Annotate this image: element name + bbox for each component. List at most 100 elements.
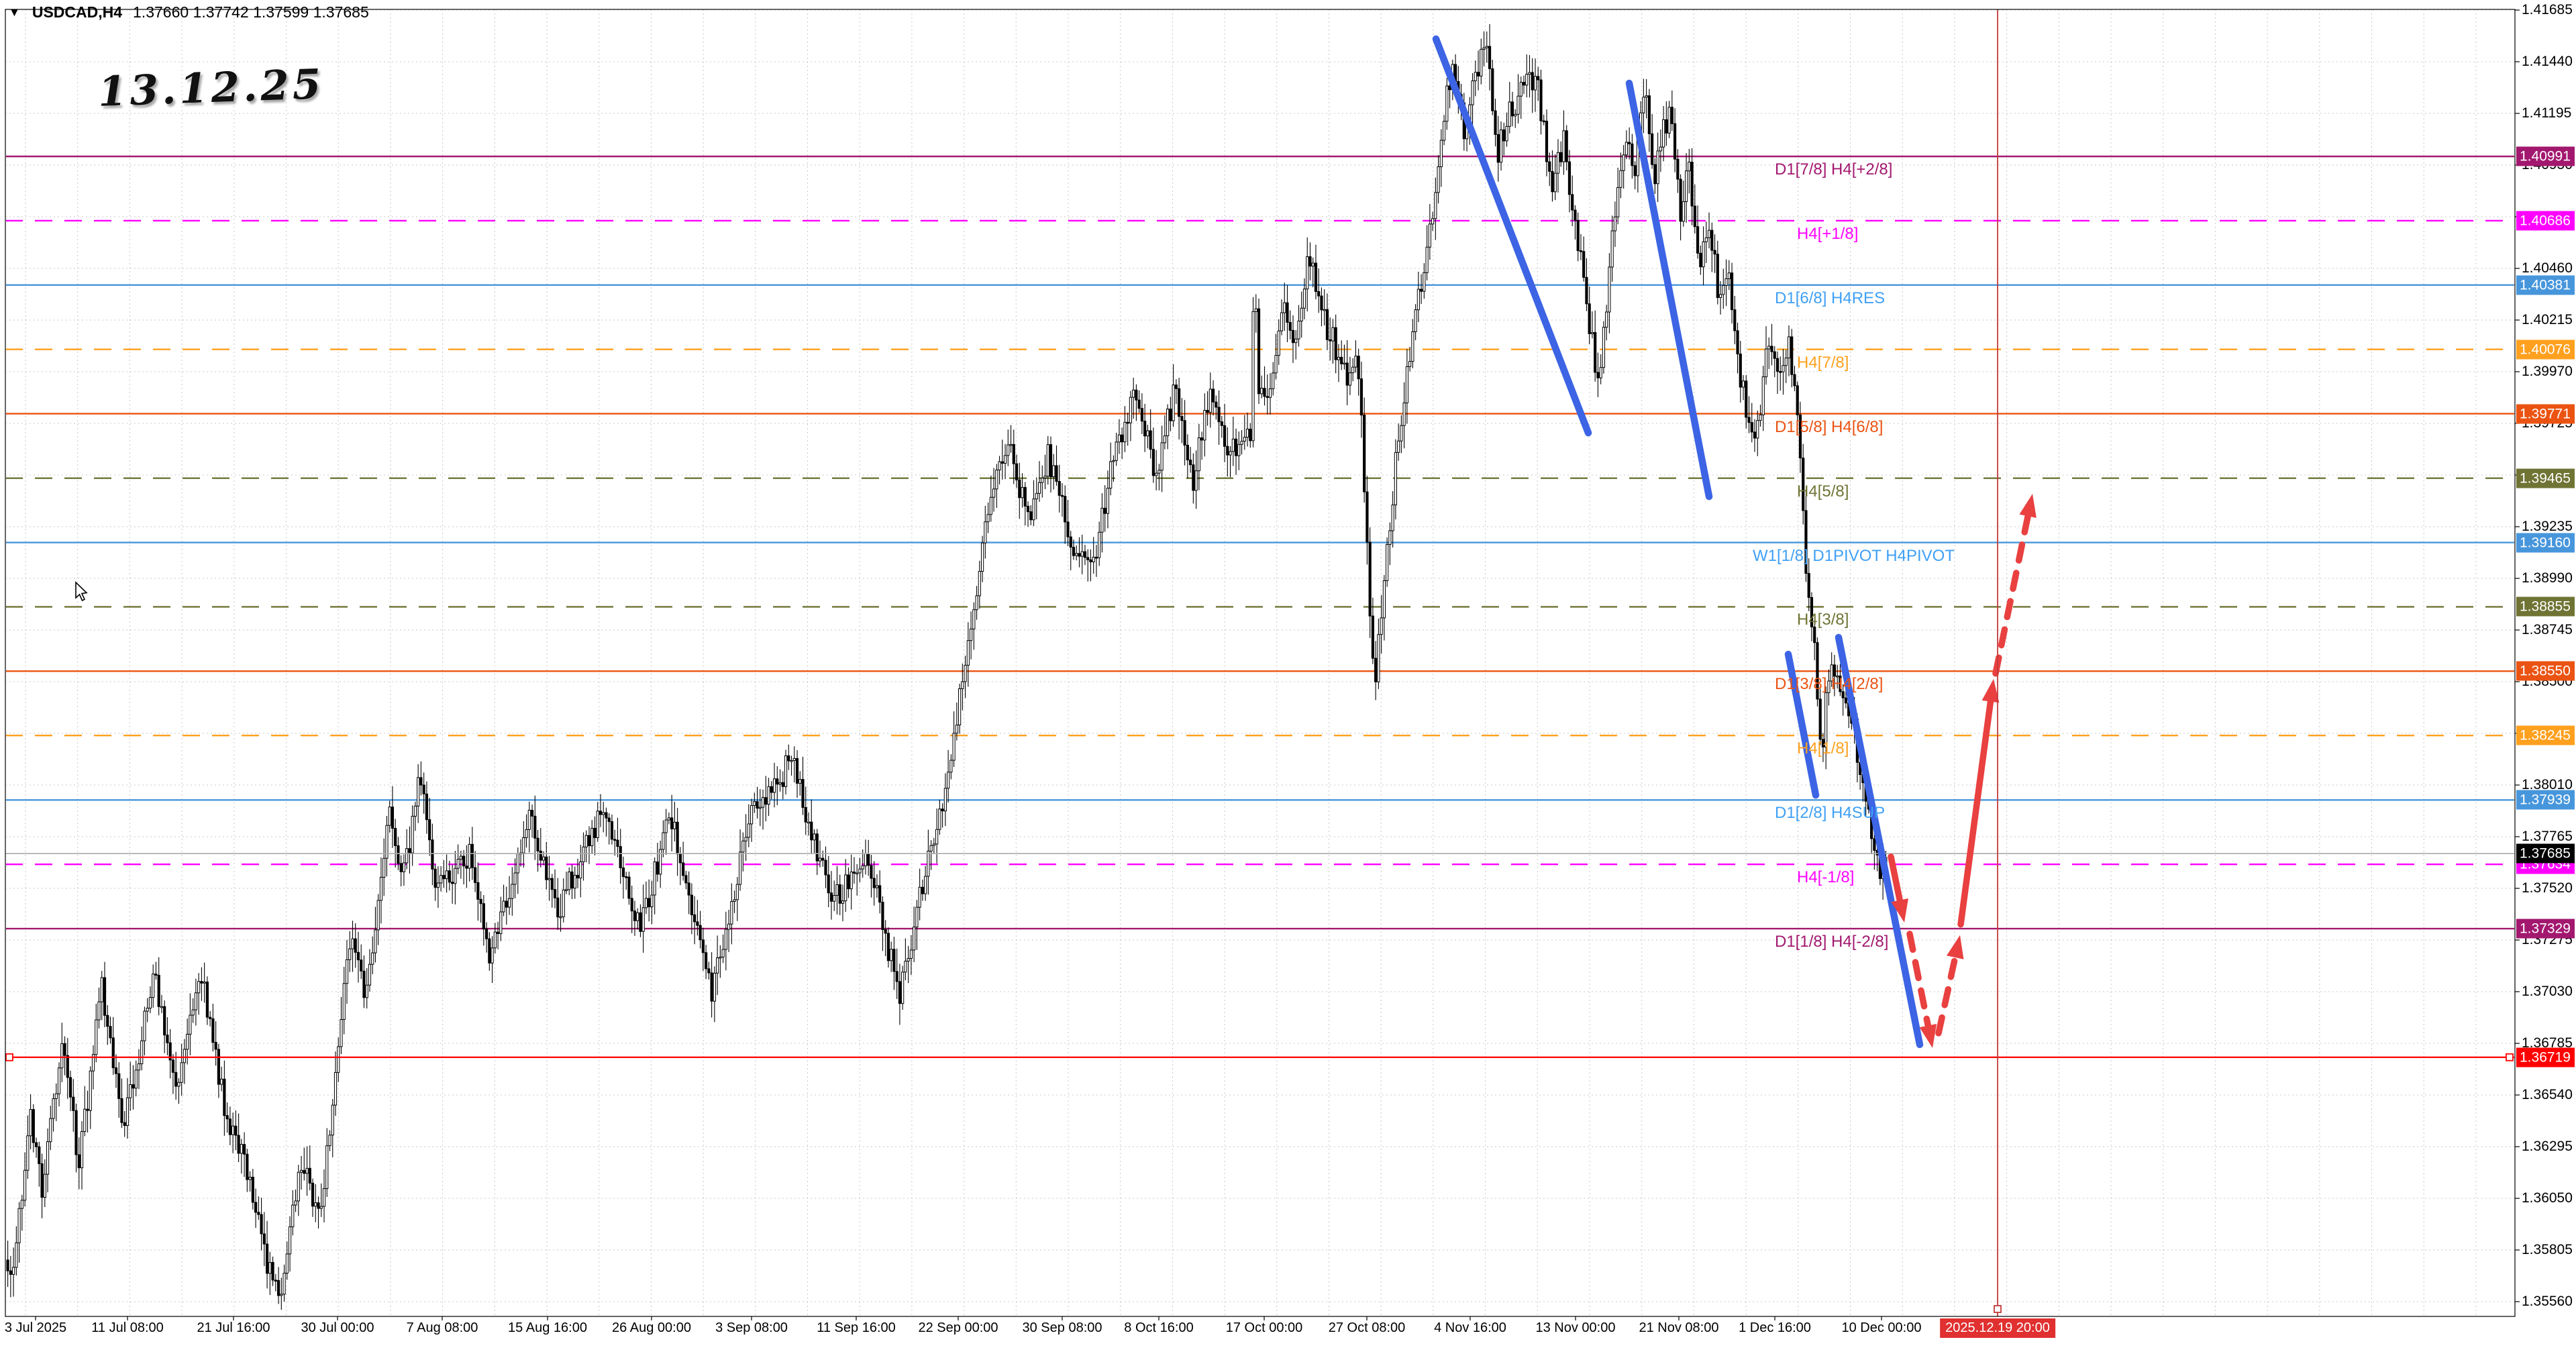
forecast-arrow-shaft[interactable]	[1888, 853, 1903, 904]
candle-body	[870, 865, 873, 879]
forecast-arrow-head[interactable]	[1919, 1024, 1937, 1048]
candle-body	[801, 779, 805, 808]
candle-body	[1679, 178, 1682, 222]
candle-body	[1340, 356, 1343, 364]
trend-line[interactable]	[1835, 633, 1924, 1049]
level-label: H4[1/8]	[1797, 739, 1849, 758]
price-badge: 1.40991	[2516, 146, 2575, 166]
candle-body	[584, 835, 588, 847]
candle-body	[1029, 511, 1033, 521]
red-line-badge: 1.36719	[2516, 1047, 2575, 1067]
candle-body	[1673, 123, 1677, 160]
candle-body	[1366, 491, 1369, 543]
candle-body	[276, 1280, 280, 1296]
candle-body	[949, 760, 953, 773]
candle-body	[1665, 119, 1668, 134]
candle-body	[422, 784, 425, 794]
candle-body	[1180, 416, 1184, 421]
candle-body	[813, 833, 816, 841]
candle-body	[986, 514, 990, 523]
candle-body	[1206, 410, 1209, 413]
forecast-arrow-head[interactable]	[1947, 935, 1964, 959]
candle-body	[1579, 250, 1583, 252]
symbol-dropdown-icon[interactable]: ▼	[9, 5, 20, 19]
candle-body	[1585, 276, 1588, 305]
candle-body	[525, 829, 528, 838]
candle-body	[57, 1067, 61, 1094]
level-label: H4[+1/8]	[1797, 224, 1859, 243]
candle-body	[1548, 161, 1551, 172]
candle-body	[784, 755, 788, 787]
candle-body	[556, 897, 560, 918]
candle-body	[1824, 692, 1828, 747]
forecast-arrow-shaft[interactable]	[1906, 931, 1932, 1029]
candle-body	[593, 827, 597, 838]
candle-body	[844, 874, 847, 902]
candle-body	[1702, 241, 1705, 268]
candle-body	[32, 1109, 35, 1143]
candle-body	[770, 786, 773, 793]
candle-body	[1633, 165, 1637, 176]
line-handle[interactable]	[2506, 1053, 2514, 1061]
candle-body	[795, 758, 799, 784]
candle-body	[433, 868, 437, 888]
candle-body	[659, 849, 662, 875]
forecast-arrow-head[interactable]	[1981, 678, 2000, 703]
candle-body	[408, 848, 411, 853]
candle-body	[365, 984, 368, 998]
price-axis-label: 1.37765	[2522, 829, 2573, 844]
candle-body	[1075, 553, 1078, 556]
trend-line[interactable]	[1432, 35, 1592, 437]
candle-body	[756, 801, 759, 809]
trend-line[interactable]	[1625, 79, 1713, 501]
candle-body	[371, 952, 374, 965]
candle-body	[838, 884, 841, 904]
candle-body	[174, 1072, 178, 1087]
price-axis-label: 1.41685	[2522, 2, 2573, 17]
line-handle[interactable]	[5, 1053, 13, 1061]
forecast-arrow-head[interactable]	[1891, 898, 1908, 923]
candle-body	[1405, 366, 1408, 404]
candle-body	[1642, 97, 1645, 113]
level-label: H4[5/8]	[1797, 482, 1849, 501]
candle-body	[545, 856, 548, 880]
candle-body	[530, 810, 534, 817]
candle-body	[1750, 422, 1753, 433]
candle-body	[180, 1062, 183, 1083]
candle-body	[288, 1226, 292, 1255]
candle-body	[1599, 367, 1602, 378]
candle-body	[237, 1135, 240, 1154]
candle-body	[1425, 246, 1429, 273]
forecast-arrow-shaft[interactable]	[1957, 698, 1994, 928]
forecast-arrow-shaft[interactable]	[1992, 513, 2031, 677]
candle-body	[1442, 121, 1446, 141]
candle-body	[1411, 331, 1414, 362]
candle-body	[621, 867, 625, 878]
candle-body	[772, 778, 776, 793]
candle-body	[924, 876, 927, 894]
candle-body	[1724, 278, 1728, 286]
line-handle[interactable]	[1994, 1305, 2002, 1313]
candle-body	[1288, 321, 1292, 331]
candle-body	[527, 810, 531, 830]
candle-body	[1286, 302, 1289, 323]
candle-body	[1166, 409, 1170, 437]
candle-body	[1320, 295, 1323, 311]
forecast-arrow-head[interactable]	[2019, 493, 2037, 518]
candle-body	[1066, 521, 1070, 537]
date-annotation-text[interactable]: 13.12.25	[97, 60, 325, 116]
candle-body	[1183, 420, 1186, 446]
candle-body	[1844, 697, 1848, 704]
candle-body	[1773, 351, 1776, 359]
candle-body	[1810, 596, 1814, 627]
candle-body	[1408, 361, 1412, 367]
candle-body	[664, 819, 668, 833]
trend-line[interactable]	[1784, 650, 1820, 799]
time-axis-label: 26 Aug 00:00	[612, 1320, 691, 1335]
candle-body	[1533, 76, 1537, 91]
candle-body	[1388, 530, 1392, 545]
candle-body	[331, 1104, 334, 1136]
forecast-arrow-shaft[interactable]	[1935, 954, 1959, 1037]
candle-body	[1496, 134, 1500, 163]
price-axis-label: 1.39970	[2522, 364, 2573, 379]
